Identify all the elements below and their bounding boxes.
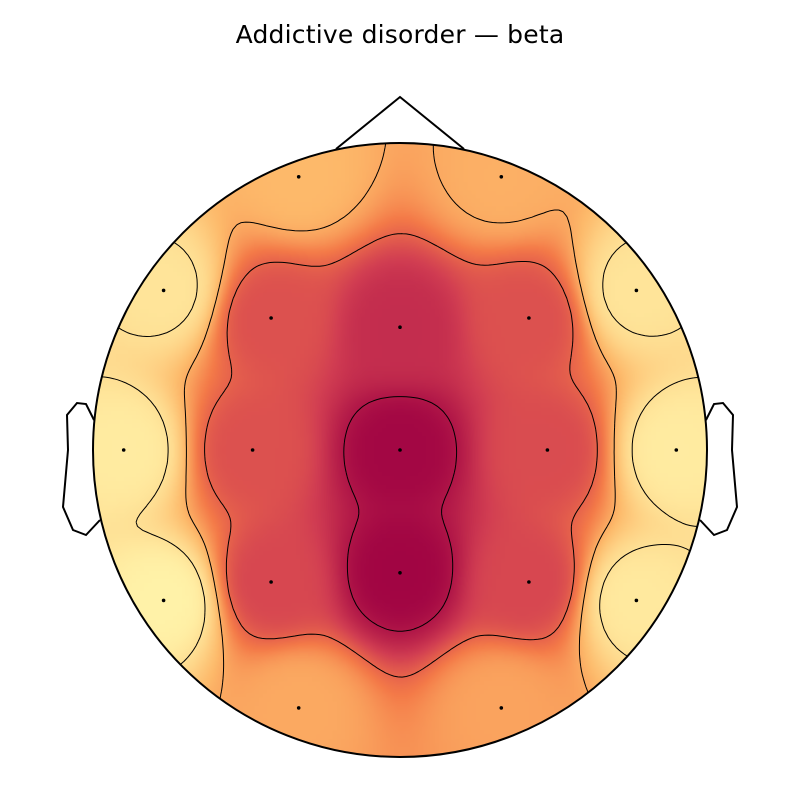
contour-lines [93, 143, 707, 757]
electrode-marker-fp1 [296, 175, 301, 179]
electrode-marker-p4 [527, 580, 531, 584]
electrode-marker-t4 [674, 448, 679, 452]
head-outline [92, 142, 708, 758]
electrode-marker-f3 [269, 316, 273, 320]
electrode-marker-fz [398, 325, 402, 330]
electrode-marker-p3 [269, 580, 273, 584]
electrode-marker-t5 [161, 598, 166, 603]
right-ear-outline [699, 401, 739, 537]
nose-outline [335, 95, 465, 150]
electrode-marker-t3 [121, 448, 126, 452]
contour-line [343, 396, 458, 632]
electrode-marker-o2 [499, 706, 504, 710]
electrode-marker-t6 [634, 598, 639, 603]
electrode-marker-f4 [527, 316, 531, 320]
electrode-marker-c3 [250, 448, 255, 452]
electrode-marker-c4 [545, 448, 550, 452]
electrode-marker-cz [398, 448, 402, 452]
electrode-marker-o1 [296, 706, 301, 710]
chart-title: Addictive disorder — beta [235, 20, 565, 49]
left-ear-outline [61, 401, 101, 537]
contour-line [204, 233, 598, 678]
contour-line [183, 143, 629, 757]
electrode-marker-pz [398, 571, 402, 575]
electrode-marker-f8 [634, 288, 639, 293]
electrode-marker-fp2 [499, 175, 504, 179]
electrode-marker-f7 [161, 288, 166, 293]
electrode-markers [121, 175, 679, 710]
